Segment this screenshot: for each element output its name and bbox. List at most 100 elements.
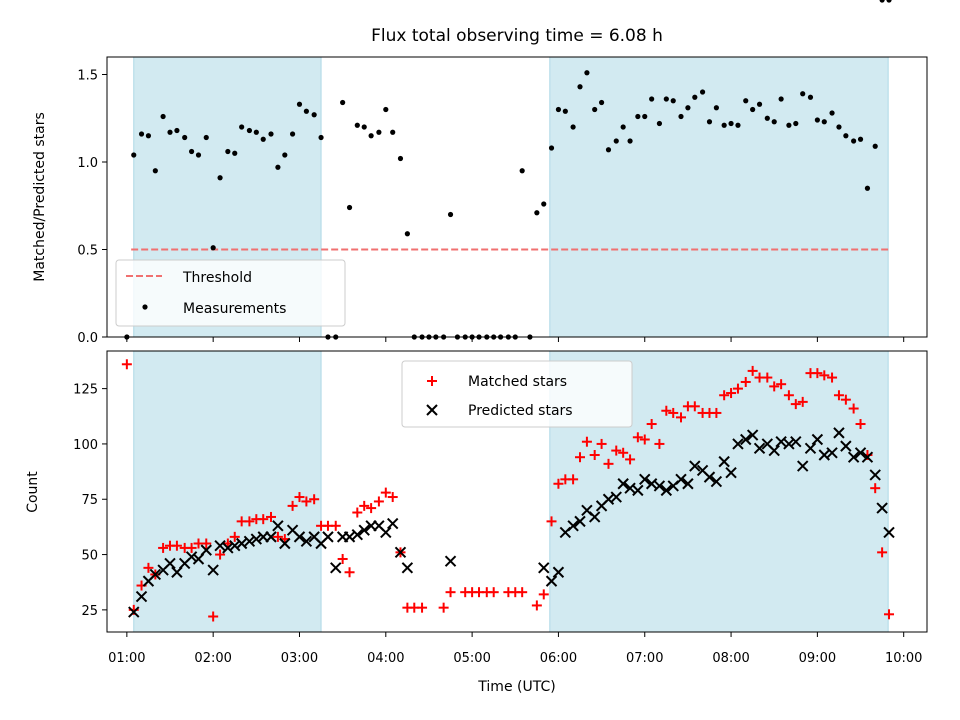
measurement-point xyxy=(562,108,568,114)
matched-star-point xyxy=(143,562,154,573)
predicted-star-point xyxy=(883,526,895,539)
predicted-star-point xyxy=(610,491,622,503)
measurement-point xyxy=(613,138,619,144)
predicted-star-point xyxy=(588,511,601,523)
x-tick-label: 02:00 xyxy=(194,651,231,666)
predicted-star-point xyxy=(128,606,140,618)
matched-star-point xyxy=(689,401,700,412)
x-tick-label: 09:00 xyxy=(799,651,836,666)
measurement-point xyxy=(592,106,598,113)
matched-star-point xyxy=(732,383,743,394)
matched-star-point xyxy=(870,483,881,494)
matched-star-point xyxy=(553,478,564,489)
predicted-star-point xyxy=(783,438,795,450)
measurement-point xyxy=(519,168,525,174)
predicted-star-point xyxy=(330,562,342,574)
measurement-point xyxy=(750,106,756,113)
predicted-star-point xyxy=(545,575,558,587)
predicted-star-point xyxy=(272,520,284,532)
predicted-star-point xyxy=(732,438,744,450)
predicted-star-point xyxy=(639,473,651,486)
predicted-star-point xyxy=(833,427,845,439)
matched-star-point xyxy=(445,587,456,598)
matched-star-point xyxy=(387,492,398,503)
shaded-interval-1 xyxy=(549,56,889,338)
predicted-star-point xyxy=(574,515,586,528)
matched-star-point xyxy=(654,438,665,449)
measurement-point xyxy=(886,0,892,3)
measurement-point xyxy=(246,127,253,134)
predicted-star-point xyxy=(682,478,694,490)
predicted-star-point xyxy=(796,460,809,472)
predicted-star-point xyxy=(343,531,356,543)
predicted-star-point xyxy=(753,442,766,455)
matched-star-point xyxy=(776,379,787,390)
measurement-point xyxy=(548,145,555,151)
matched-star-point xyxy=(531,600,542,611)
measurement-point xyxy=(642,113,648,120)
measurement-point xyxy=(678,113,684,120)
predicted-star-point xyxy=(200,544,212,556)
measurement-point xyxy=(361,124,367,130)
matched-star-point xyxy=(668,407,679,418)
predicted-star-point xyxy=(660,484,673,497)
predicted-star-point xyxy=(444,555,457,567)
y-tick-label: 125 xyxy=(73,383,98,398)
measurement-point xyxy=(174,127,180,134)
matched-star-point xyxy=(244,516,255,527)
x-axis-label: Time (UTC) xyxy=(477,679,555,695)
predicted-star-point xyxy=(811,433,824,446)
measurement-point xyxy=(397,155,404,162)
predicted-star-point xyxy=(725,466,737,479)
measurement-point xyxy=(225,148,231,155)
matched-star-point xyxy=(352,507,363,518)
predicted-star-point xyxy=(538,562,550,574)
x-tick-label: 01:00 xyxy=(108,651,145,666)
matched-star-point xyxy=(790,399,801,410)
predicted-star-point xyxy=(876,502,888,514)
measurement-point xyxy=(699,89,706,95)
matched-star-point xyxy=(676,412,686,423)
measurement-point xyxy=(260,136,266,142)
plot-frame xyxy=(106,56,928,338)
measurement-point xyxy=(541,201,547,207)
measurement-point xyxy=(354,122,360,128)
measurement-point xyxy=(598,99,605,106)
predicted-star-point xyxy=(279,537,291,550)
legend-measurement-swatch xyxy=(142,304,148,310)
measurement-point xyxy=(807,94,814,100)
x-tick-label: 07:00 xyxy=(626,651,663,666)
matched-star-point xyxy=(877,547,888,558)
matched-star-point xyxy=(266,511,276,522)
measurement-point xyxy=(131,152,137,158)
matched-star-point xyxy=(639,434,650,445)
matched-star-point xyxy=(618,447,629,458)
measurement-point xyxy=(814,117,820,123)
measurement-point xyxy=(210,245,216,251)
matched-star-point xyxy=(884,609,895,620)
matched-star-point xyxy=(646,419,657,430)
matched-star-point xyxy=(719,390,730,401)
matched-star-point xyxy=(855,419,866,430)
predicted-star-point xyxy=(149,568,162,581)
measurement-point xyxy=(167,129,173,135)
measurement-point xyxy=(195,152,202,158)
measurement-point xyxy=(800,91,806,97)
predicted-star-point xyxy=(250,533,263,545)
measurement-point xyxy=(721,122,727,128)
predicted-star-point xyxy=(790,436,802,448)
bottom-legend: Matched stars Predicted stars xyxy=(401,360,633,428)
legend-measurements-label: Measurements xyxy=(183,301,286,317)
measurement-point xyxy=(152,168,158,174)
measurement-point xyxy=(793,120,799,127)
measurement-point xyxy=(534,210,540,216)
legend-predicted-swatch xyxy=(426,404,438,416)
measurement-point xyxy=(383,106,389,113)
matched-star-point xyxy=(344,567,355,578)
y-tick-label: 1.5 xyxy=(77,69,98,84)
matched-star-point xyxy=(812,368,823,379)
matched-star-point xyxy=(603,458,614,469)
predicted-star-point xyxy=(351,528,364,541)
matched-star-point xyxy=(294,492,305,503)
plot-frame xyxy=(106,350,928,633)
